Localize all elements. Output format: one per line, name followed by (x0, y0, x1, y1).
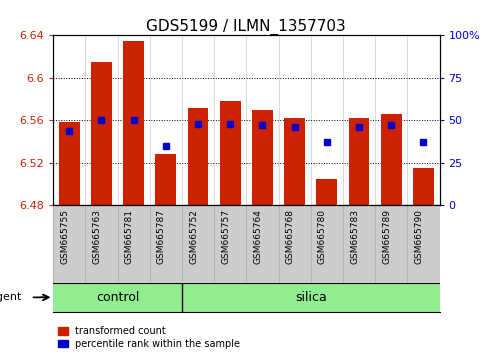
Text: silica: silica (295, 291, 327, 304)
Text: GSM665755: GSM665755 (60, 209, 69, 264)
Text: GSM665789: GSM665789 (382, 209, 391, 264)
Text: GSM665768: GSM665768 (285, 209, 295, 264)
Text: GSM665783: GSM665783 (350, 209, 359, 264)
Text: GSM665764: GSM665764 (254, 209, 262, 264)
Text: GSM665787: GSM665787 (157, 209, 166, 264)
Bar (91, 62, 112, 205)
Bar (413, 168, 434, 205)
Bar (220, 101, 241, 205)
Bar (381, 114, 402, 205)
Text: GSM665780: GSM665780 (318, 209, 327, 264)
Text: GSM665757: GSM665757 (221, 209, 230, 264)
Bar (349, 118, 369, 205)
Bar (284, 118, 305, 205)
Bar (123, 41, 144, 205)
Text: GSM665763: GSM665763 (92, 209, 101, 264)
Bar (59, 122, 80, 205)
Text: agent: agent (0, 292, 22, 302)
Legend: transformed count, percentile rank within the sample: transformed count, percentile rank withi… (58, 326, 241, 349)
Bar (187, 108, 209, 205)
Title: GDS5199 / ILMN_1357703: GDS5199 / ILMN_1357703 (146, 19, 346, 35)
Text: GSM665752: GSM665752 (189, 209, 198, 264)
Bar (156, 154, 176, 205)
Bar (316, 179, 337, 205)
Text: GSM665790: GSM665790 (414, 209, 424, 264)
Text: control: control (96, 291, 139, 304)
Text: GSM665781: GSM665781 (125, 209, 134, 264)
Bar (252, 110, 273, 205)
